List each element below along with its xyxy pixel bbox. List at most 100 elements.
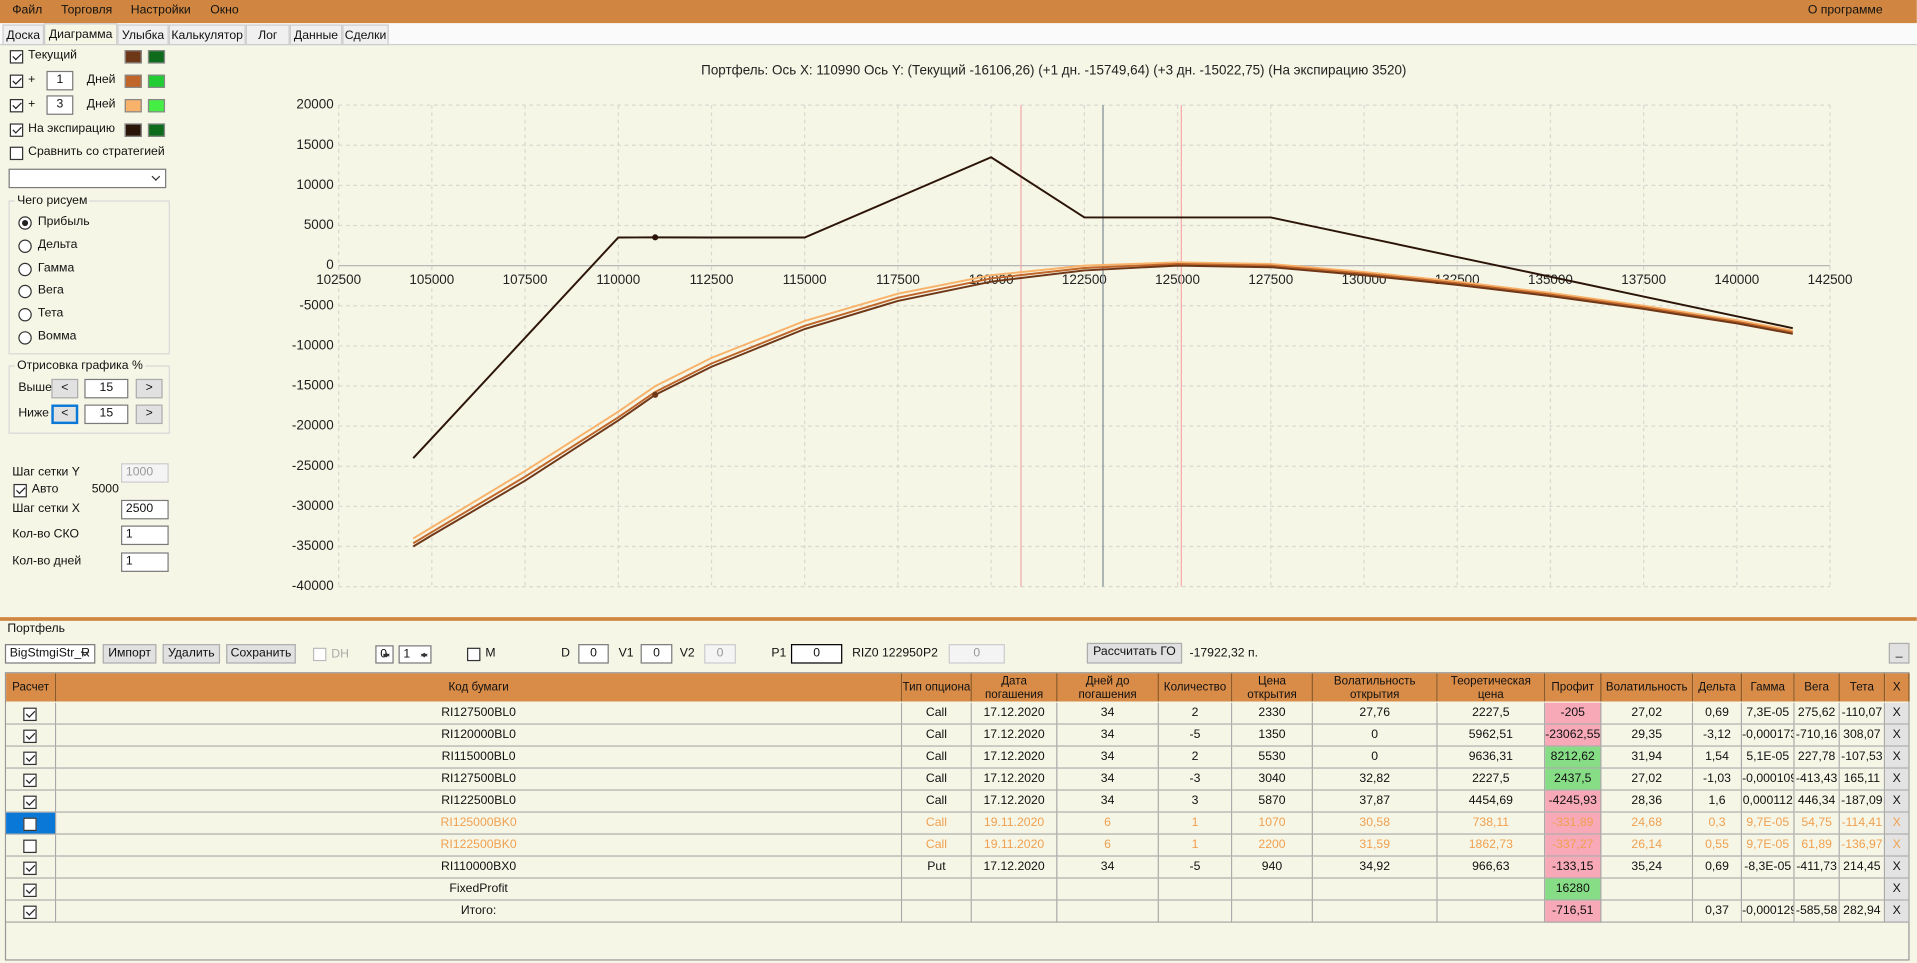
tab[interactable]: Доска <box>2 24 45 46</box>
radio-label[interactable]: Гамма <box>37 261 75 275</box>
radio-label[interactable]: Прибыль <box>37 215 90 229</box>
row-checkbox[interactable] <box>23 707 37 722</box>
checkbox[interactable] <box>9 146 24 161</box>
table-header[interactable]: Цена открытия <box>1232 673 1313 702</box>
toolbar-button[interactable]: Сохранить <box>226 644 296 664</box>
row-checkbox[interactable] <box>23 905 37 920</box>
range-input[interactable]: 15 <box>84 378 129 399</box>
delete-button[interactable]: X <box>1885 702 1910 725</box>
days-input[interactable]: 1 <box>46 70 74 91</box>
tab[interactable]: Лог <box>245 24 290 46</box>
prev-button[interactable]: < <box>51 404 79 425</box>
checkbox[interactable] <box>9 50 24 64</box>
v2-input[interactable]: 0 <box>704 644 736 664</box>
delete-button[interactable]: X <box>1885 746 1910 769</box>
radio-label[interactable]: Вомма <box>37 329 77 344</box>
radio[interactable] <box>18 285 32 299</box>
radio-label[interactable]: Дельта <box>37 238 78 252</box>
radio[interactable] <box>18 262 32 276</box>
grid-y-input[interactable]: 1000 <box>121 463 169 483</box>
row-checkbox[interactable] <box>23 817 37 832</box>
minimize-button[interactable]: _ <box>1888 642 1910 664</box>
strategy-select[interactable]: BigStmgiStr_R <box>4 644 96 664</box>
radio-label[interactable]: Вега <box>37 284 64 298</box>
setting-input[interactable]: 2500 <box>121 499 169 520</box>
checkbox[interactable] <box>466 647 481 662</box>
menu-about[interactable]: О программе <box>1807 3 1883 18</box>
color-swatch[interactable] <box>124 123 142 137</box>
color-swatch[interactable] <box>124 74 142 88</box>
setting-input[interactable]: 1 <box>121 552 169 572</box>
radio[interactable] <box>18 216 32 230</box>
table-header[interactable]: X <box>1885 673 1910 702</box>
delete-button[interactable]: X <box>1885 812 1910 835</box>
table-header[interactable]: Тип опциона <box>902 673 972 702</box>
row-checkbox[interactable] <box>23 861 37 876</box>
tab[interactable]: Данные <box>289 24 343 46</box>
radio[interactable] <box>18 308 32 322</box>
table-header[interactable]: Дельта <box>1693 673 1743 702</box>
strategy-combo[interactable] <box>8 168 167 189</box>
row-checkbox[interactable] <box>23 883 37 898</box>
delete-button[interactable]: X <box>1885 768 1910 791</box>
color-swatch[interactable] <box>147 50 166 64</box>
table-header[interactable]: Гамма <box>1742 673 1795 702</box>
calc-button[interactable]: Рассчитать ГО <box>1086 642 1183 664</box>
next-button[interactable]: > <box>135 404 163 425</box>
color-swatch[interactable] <box>147 123 166 137</box>
table-header[interactable]: Профит <box>1545 673 1602 702</box>
menu-item[interactable]: Настройки <box>130 3 191 18</box>
table-header[interactable]: Количество <box>1158 673 1233 702</box>
row-checkbox[interactable] <box>23 751 37 766</box>
p2-input[interactable]: 0 <box>948 644 1005 664</box>
checkbox[interactable] <box>9 74 24 88</box>
table-header[interactable]: Дата погашения <box>971 673 1058 702</box>
radio[interactable] <box>18 331 32 345</box>
setting-input[interactable]: 1 <box>121 525 169 546</box>
spin-input[interactable]: 1 <box>398 645 432 664</box>
checkbox[interactable] <box>9 123 24 137</box>
table-header[interactable]: Код бумаги <box>56 673 903 702</box>
toolbar-button[interactable]: Удалить <box>162 644 221 664</box>
spin-input[interactable]: 0 <box>375 645 394 664</box>
toolbar-button[interactable]: Импорт <box>102 644 157 664</box>
delete-button[interactable]: X <box>1885 856 1910 879</box>
v1-input[interactable]: 0 <box>640 644 673 664</box>
tab[interactable]: Диаграмма <box>44 23 118 44</box>
delete-button[interactable]: X <box>1885 878 1910 901</box>
row-checkbox[interactable] <box>23 729 37 744</box>
checkbox[interactable] <box>9 98 24 113</box>
checkbox[interactable] <box>13 483 27 498</box>
d-input[interactable]: 0 <box>578 644 609 664</box>
menu-item[interactable]: Окно <box>210 3 239 18</box>
color-swatch[interactable] <box>147 74 166 88</box>
table-header[interactable]: Расчет <box>6 673 57 702</box>
table-header[interactable]: Волатильность <box>1601 673 1694 702</box>
color-swatch[interactable] <box>147 98 166 113</box>
color-swatch[interactable] <box>124 98 142 113</box>
row-checkbox[interactable] <box>23 795 37 810</box>
delete-button[interactable]: X <box>1885 900 1910 923</box>
tab[interactable]: Калькулятор <box>168 24 246 46</box>
tab[interactable]: Сделки <box>342 24 389 46</box>
row-checkbox[interactable] <box>23 773 37 788</box>
days-input[interactable]: 3 <box>46 95 74 115</box>
row-checkbox[interactable] <box>23 839 37 854</box>
delete-button[interactable]: X <box>1885 834 1910 857</box>
p1-input[interactable]: 0 <box>790 644 843 664</box>
delete-button[interactable]: X <box>1885 724 1910 747</box>
range-input[interactable]: 15 <box>84 404 129 425</box>
table-header[interactable]: Вега <box>1794 673 1840 702</box>
table-header[interactable]: Дней до погашения <box>1057 673 1159 702</box>
menu-item[interactable]: Файл <box>12 3 43 18</box>
checkbox[interactable] <box>312 647 327 662</box>
table-header[interactable]: Волатильность открытия <box>1312 673 1438 702</box>
table-header[interactable]: Теоретическая цена <box>1437 673 1546 702</box>
prev-button[interactable]: < <box>51 378 79 399</box>
delete-button[interactable]: X <box>1885 790 1910 813</box>
color-swatch[interactable] <box>124 50 142 64</box>
radio-label[interactable]: Тета <box>37 306 64 321</box>
table-header[interactable]: Тета <box>1839 673 1886 702</box>
menu-item[interactable]: Торговля <box>61 3 113 18</box>
next-button[interactable]: > <box>135 378 163 399</box>
